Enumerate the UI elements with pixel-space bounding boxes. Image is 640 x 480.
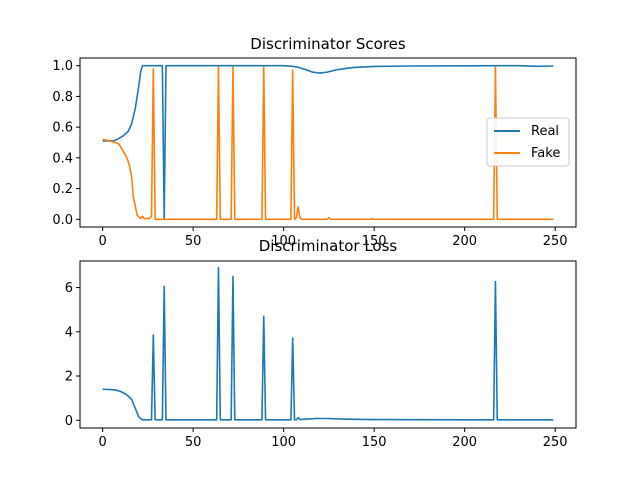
legend-fake-label: Fake (531, 146, 560, 161)
loss-x-tick-label: 250 (543, 435, 568, 450)
scores-series-layer (102, 64, 554, 221)
scores-y-tick-label: 0.2 (52, 182, 73, 197)
scores-y-tick-label: 0.8 (52, 90, 73, 105)
scores-x-tick-label: 150 (362, 234, 387, 249)
scores-y-tick-label: 1.0 (52, 59, 73, 74)
loss-x-tick-label: 50 (185, 435, 202, 450)
loss-x-axis: 0 50 100 150 200 250 (98, 428, 568, 450)
legend-real-label: Real (531, 124, 559, 139)
scores-y-tick-label: 0.0 (52, 213, 73, 228)
loss-y-tick-label: 2 (65, 370, 73, 385)
loss-x-tick-label: 150 (362, 435, 387, 450)
scores-x-tick-label: 100 (271, 234, 296, 249)
loss-y-tick-label: 6 (65, 281, 73, 296)
loss-series-line-loss (102, 266, 554, 421)
scores-x-tick-label: 50 (185, 234, 202, 249)
scores-subplot: Discriminator Scores 0 50 100 150 200 250 0.0… (52, 35, 577, 249)
loss-x-tick-label: 0 (98, 435, 106, 450)
loss-title: Discriminator Loss (259, 237, 398, 255)
scores-y-axis: 0.0 0.2 0.4 0.6 0.8 1.0 (52, 59, 80, 228)
loss-series-layer (102, 266, 554, 421)
scores-x-axis: 0 50 100 150 200 250 (98, 227, 568, 249)
loss-y-tick-label: 0 (65, 414, 73, 429)
loss-y-tick-label: 4 (65, 325, 73, 340)
scores-x-tick-label: 0 (98, 234, 106, 249)
scores-x-tick-label: 200 (452, 234, 477, 249)
loss-axes-frame (79, 260, 577, 429)
loss-x-tick-label: 200 (452, 435, 477, 450)
scores-series-line-real (102, 64, 554, 221)
scores-legend: Real Fake (486, 117, 570, 167)
scores-axes-frame (79, 57, 577, 228)
scores-y-tick-label: 0.6 (52, 121, 73, 136)
scores-series-line-fake (102, 66, 554, 221)
loss-subplot: Discriminator Loss 0 50 100 150 200 250 0 2 4 6 (65, 237, 577, 450)
scores-x-tick-label: 250 (543, 234, 568, 249)
loss-y-axis: 0 2 4 6 (65, 281, 80, 429)
loss-x-tick-label: 100 (271, 435, 296, 450)
scores-title: Discriminator Scores (250, 35, 406, 53)
scores-y-tick-label: 0.4 (52, 151, 73, 166)
